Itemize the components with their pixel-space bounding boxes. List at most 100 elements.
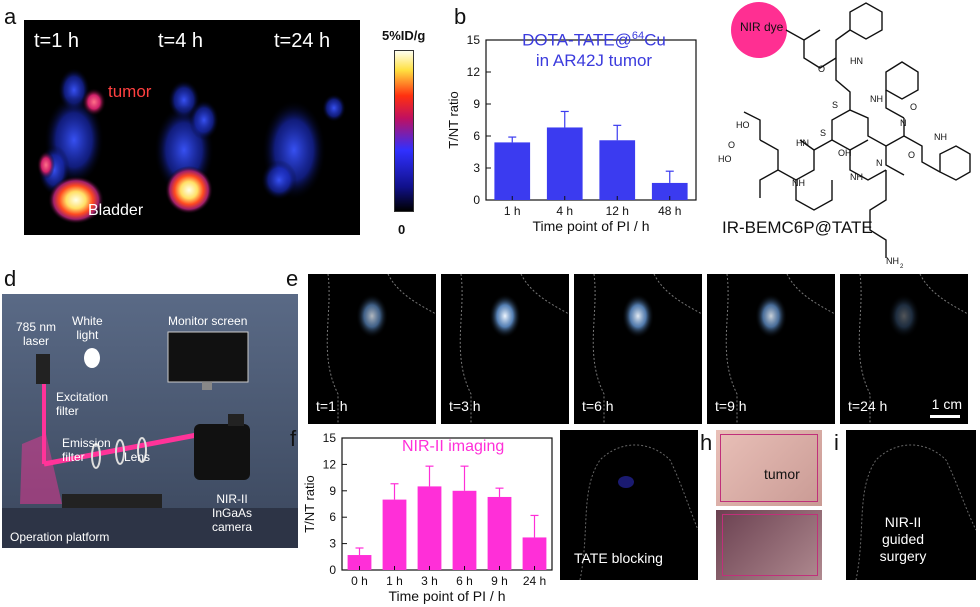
- photo-tumor-label: tumor: [764, 466, 800, 482]
- panel-label-h: h: [700, 430, 713, 455]
- bar: [382, 499, 407, 570]
- chart-b-title-a: DOTA-TATE@: [522, 30, 632, 50]
- tumor-photo-box: [720, 434, 818, 502]
- scale-bar-label: 1 cm: [931, 396, 962, 412]
- setup-excitation-label: Excitation filter: [56, 390, 109, 418]
- setup-emission-label: Emission filter: [62, 436, 111, 464]
- pet-bladder-label: Bladder: [88, 202, 144, 219]
- x-tick-label: 48 h: [658, 204, 681, 218]
- chart-b-title-sup: 64: [631, 30, 645, 42]
- y-tick-label: 12: [467, 65, 481, 79]
- nir-panel-4: t=9 h: [707, 274, 835, 424]
- svg-text:NH: NH: [886, 256, 899, 266]
- svg-text:S: S: [832, 100, 838, 110]
- y-tick-label: 0: [329, 563, 336, 577]
- pet-scale-max: 5%ID/g: [382, 28, 426, 43]
- panel-label-a: a: [4, 4, 17, 29]
- svg-text:S: S: [820, 128, 826, 138]
- x-axis-label: Time point of PI / h: [389, 588, 506, 604]
- x-tick-label: 24 h: [523, 574, 546, 588]
- x-axis-label: Time point of PI / h: [533, 218, 650, 234]
- camera-body: [194, 424, 250, 480]
- pet-tumor-label: tumor: [108, 82, 152, 101]
- svg-text:NH: NH: [934, 132, 947, 142]
- surgery-label: NIR-II guided surgery: [879, 514, 927, 564]
- panel-label-i: i: [834, 430, 839, 455]
- pet-time-1: t=1 h: [34, 30, 80, 52]
- setup-laser-label: 785 nm laser: [16, 320, 57, 348]
- svg-text:O: O: [908, 150, 915, 160]
- svg-text:HO: HO: [736, 120, 750, 130]
- setup-monitor-label: Monitor screen: [168, 314, 248, 328]
- bar: [522, 537, 547, 570]
- pet-scale-min: 0: [398, 222, 406, 237]
- nir-panel-3: t=6 h: [574, 274, 702, 424]
- bar: [417, 486, 442, 570]
- bar: [494, 142, 531, 200]
- y-tick-label: 3: [473, 161, 480, 175]
- nir-time-2: t=3 h: [449, 398, 481, 414]
- x-tick-label: 1 h: [386, 574, 403, 588]
- setup-white-light-label: White light: [72, 314, 103, 342]
- panel-label-f: f: [290, 426, 297, 451]
- svg-text:NH: NH: [792, 178, 805, 188]
- pet-time-3: t=24 h: [274, 30, 331, 52]
- chart-b-title-b: Cu: [644, 30, 666, 50]
- nir-time-1: t=1 h: [316, 398, 348, 414]
- x-tick-label: 9 h: [491, 574, 508, 588]
- bar: [452, 490, 477, 570]
- resected-photo: [716, 510, 822, 580]
- x-tick-label: 6 h: [456, 574, 473, 588]
- bar: [347, 555, 372, 570]
- chart-f-title: NIR-II imaging: [402, 438, 505, 455]
- setup-graphics: [2, 331, 298, 548]
- chart-f: 0 3 6 9 12 15 0 h 1 h 3 h 6 h 9 h 24 h Time point of…: [302, 431, 553, 604]
- y-tick-label: 0: [473, 193, 480, 207]
- nir-time-4: t=9 h: [715, 398, 747, 414]
- nir-panel-5: t=24 h 1 cm: [840, 274, 968, 424]
- chart-b: 0 3 6 9 12 15 1 h 4 h 12 h 48 h Time point of PI /…: [446, 33, 697, 234]
- tumor-photo: tumor: [716, 430, 822, 506]
- svg-text:O: O: [910, 102, 917, 112]
- laser-box: [36, 354, 50, 384]
- panel-label-b: b: [454, 4, 467, 29]
- x-tick-label: 4 h: [556, 204, 573, 218]
- light-bulb: [84, 348, 100, 368]
- y-tick-label: 12: [323, 457, 337, 471]
- panel-label-e: e: [286, 266, 299, 291]
- svg-text:2: 2: [900, 264, 904, 270]
- pet-time-2: t=4 h: [158, 30, 204, 52]
- y-tick-label: 9: [473, 97, 480, 111]
- nir-dye-circle: [731, 2, 787, 58]
- pet-color-scale: [394, 50, 414, 212]
- chart-frame: [341, 437, 553, 571]
- setup-lens-label: Lens: [124, 450, 151, 464]
- svg-text:OH: OH: [838, 148, 852, 158]
- chart-frame: [485, 39, 697, 201]
- y-axis-label: T/NT ratio: [446, 91, 461, 149]
- bar: [487, 496, 512, 570]
- blocking-label: TATE blocking: [574, 550, 663, 566]
- y-tick-label: 6: [473, 129, 480, 143]
- nir-panel-1: t=1 h: [308, 274, 436, 424]
- y-tick-label: 15: [467, 33, 481, 47]
- x-tick-label: 1 h: [504, 204, 521, 218]
- svg-text:O: O: [728, 140, 735, 150]
- y-tick-label: 9: [329, 484, 336, 498]
- setup-camera-label: NIR-II InGaAs camera: [212, 492, 253, 534]
- bar: [651, 182, 688, 200]
- pet-image-panel: t=1 h t=4 h t=24 h tumor Bladder: [24, 20, 360, 235]
- setup-diagram: 785 nm laser White light Monitor screen …: [2, 294, 298, 548]
- nir-panel-2: t=3 h: [441, 274, 569, 424]
- svg-text:HN: HN: [850, 56, 863, 66]
- svg-text:HN: HN: [796, 138, 809, 148]
- svg-text:N: N: [876, 158, 883, 168]
- y-tick-label: 15: [323, 431, 337, 445]
- blocking-image: TATE blocking: [560, 430, 698, 580]
- setup-platform-label: Operation platform: [10, 530, 110, 544]
- nir-time-3: t=6 h: [582, 398, 614, 414]
- svg-text:N: N: [900, 118, 907, 128]
- bar: [599, 140, 636, 200]
- resected-photo-box: [722, 514, 818, 576]
- nir-dye-label: NIR dye: [740, 20, 784, 34]
